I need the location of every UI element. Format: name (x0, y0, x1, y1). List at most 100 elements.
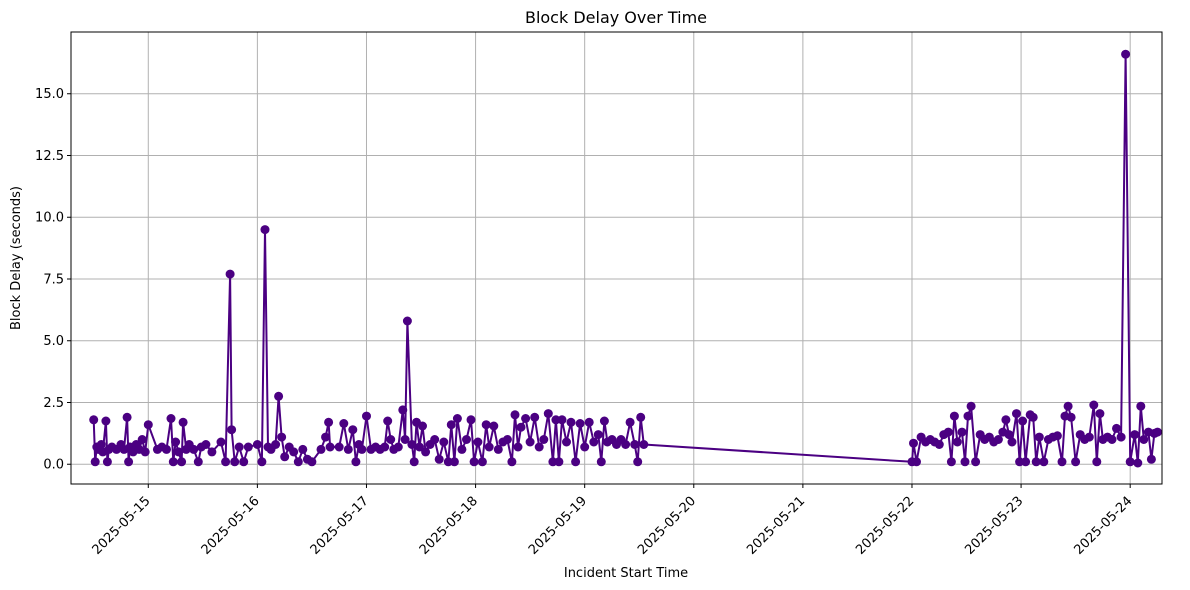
data-point (334, 442, 344, 452)
data-point (1021, 457, 1031, 467)
data-point (481, 420, 491, 430)
x-axis-label: Incident Start Time (564, 566, 688, 581)
data-point (621, 440, 631, 449)
data-point (166, 414, 176, 423)
data-point (593, 430, 603, 440)
data-point (274, 391, 284, 401)
data-point (316, 444, 326, 454)
data-point (1116, 432, 1126, 442)
y-tick-label: 12.5 (35, 149, 64, 164)
data-point (1130, 430, 1140, 440)
data-point (102, 457, 112, 467)
data-point (596, 457, 606, 467)
data-point (571, 457, 581, 467)
data-point (1052, 431, 1062, 441)
data-point (1039, 457, 1049, 467)
data-point (513, 442, 523, 452)
data-point (143, 420, 153, 430)
data-point (566, 417, 576, 427)
data-point (189, 444, 199, 454)
data-point (1092, 457, 1102, 467)
data-point (380, 442, 390, 452)
data-point (293, 457, 303, 467)
data-point (949, 411, 959, 421)
data-point (510, 410, 520, 420)
data-point (599, 416, 609, 426)
data-point (452, 414, 462, 423)
data-point (178, 417, 188, 427)
data-point (415, 442, 424, 452)
data-point (393, 442, 403, 452)
data-point (943, 427, 953, 437)
y-tick-label: 10.0 (35, 211, 64, 226)
data-point (1057, 457, 1067, 467)
data-point (421, 447, 431, 457)
data-point (357, 444, 367, 454)
data-point (1107, 435, 1117, 444)
data-point (554, 457, 564, 467)
data-point (234, 442, 244, 452)
data-point (1121, 49, 1131, 59)
data-point (90, 457, 100, 467)
data-point (1018, 416, 1028, 426)
data-point (216, 437, 226, 447)
data-point (466, 415, 476, 425)
data-point (963, 411, 973, 421)
data-point (971, 457, 981, 467)
data-point (957, 427, 967, 437)
data-point (1001, 415, 1011, 425)
data-point (271, 440, 281, 449)
data-point (1004, 430, 1014, 440)
data-point (1012, 409, 1021, 419)
data-point (489, 421, 499, 431)
data-point (1136, 401, 1146, 411)
data-point (96, 440, 106, 449)
data-point (343, 444, 353, 454)
data-point (1112, 423, 1121, 433)
y-tick-label: 15.0 (35, 87, 64, 102)
data-point (1133, 458, 1143, 468)
data-point (1146, 454, 1156, 464)
data-point (630, 440, 640, 449)
data-point (909, 438, 918, 448)
data-point (402, 316, 412, 326)
data-point (400, 435, 410, 444)
y-tick-label: 7.5 (43, 272, 64, 287)
data-point (1089, 400, 1099, 410)
data-point (633, 457, 643, 467)
data-point (1028, 412, 1038, 422)
grid-lines (71, 32, 1162, 484)
data-point (484, 442, 494, 452)
axes-frame (70, 31, 1163, 485)
data-point (639, 440, 649, 449)
data-point (934, 440, 944, 449)
tick-marks (67, 93, 1131, 488)
data-point (952, 437, 962, 447)
data-point (227, 425, 237, 435)
data-point (434, 454, 444, 464)
data-point (430, 435, 440, 444)
data-point (124, 457, 134, 467)
data-point (589, 437, 599, 447)
data-point (386, 435, 396, 444)
chart-title: Block Delay Over Time (525, 8, 707, 27)
data-point (584, 417, 594, 427)
data-point (449, 457, 459, 467)
data-point (966, 401, 976, 411)
data-point (521, 414, 531, 423)
data-point (140, 447, 150, 457)
data-point (243, 442, 253, 452)
y-tick-label: 2.5 (43, 396, 64, 411)
data-point (525, 437, 535, 447)
data-point (477, 457, 487, 467)
data-point (1095, 409, 1105, 419)
data-point (407, 440, 417, 449)
data-point (539, 435, 549, 444)
data-point (1063, 401, 1073, 411)
data-point (221, 457, 231, 467)
data-point (122, 412, 132, 422)
data-point (260, 225, 270, 235)
data-point (1139, 435, 1149, 444)
series-layer (89, 49, 1162, 468)
